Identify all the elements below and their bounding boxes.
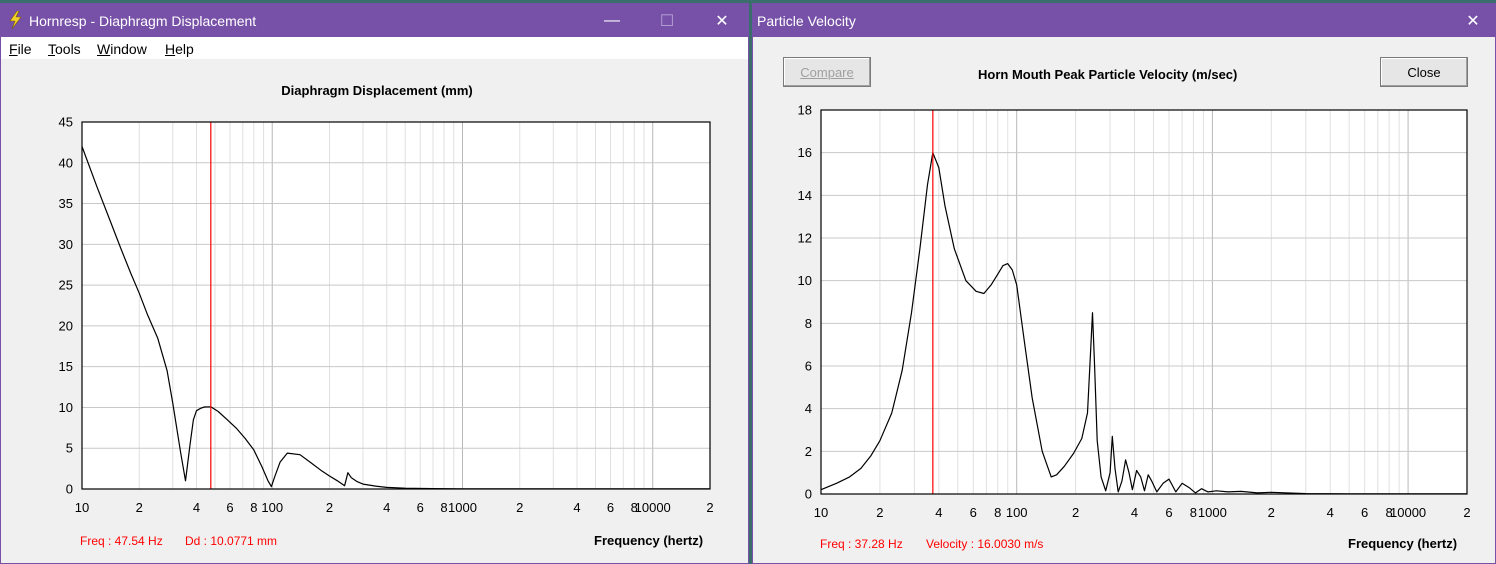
- menu-tools[interactable]: Tools: [48, 41, 81, 57]
- x-tick-label: 10000: [635, 500, 671, 515]
- plot-frame: [81, 121, 711, 490]
- compare-button: Compare: [783, 57, 871, 87]
- freq-readout: Freq : 37.28 Hz: [820, 537, 903, 551]
- y-tick-label: 14: [798, 188, 812, 203]
- y-tick-label: 5: [66, 441, 73, 456]
- menu-window[interactable]: Window: [97, 41, 147, 57]
- maximize-icon: ☐: [659, 12, 675, 30]
- x-tick-label: 2: [516, 500, 523, 515]
- x-tick-label: 8: [1386, 505, 1393, 520]
- close-dialog-button[interactable]: Close: [1380, 57, 1468, 87]
- menu-file[interactable]: File: [9, 41, 32, 57]
- close-icon: ✕: [715, 12, 729, 30]
- x-tick-label: 4: [193, 500, 200, 515]
- close-button[interactable]: ✕: [1450, 4, 1495, 37]
- freq-readout: Freq : 47.54 Hz: [80, 534, 163, 548]
- x-tick-label: 8: [631, 500, 638, 515]
- x-tick-label: 4: [573, 500, 580, 515]
- y-tick-label: 16: [798, 145, 812, 160]
- y-tick-label: 20: [59, 318, 73, 333]
- chart-title: Diaphragm Displacement (mm): [281, 83, 473, 98]
- y-tick-label: 30: [59, 237, 73, 252]
- plot-area: [82, 122, 710, 489]
- x-axis-label: Frequency (hertz): [594, 533, 704, 548]
- y-tick-label: 40: [59, 155, 73, 170]
- y-tick-label: 35: [59, 196, 73, 211]
- close-button[interactable]: ✕: [699, 4, 745, 37]
- y-tick-label: 2: [805, 444, 812, 459]
- y-tick-label: 12: [798, 231, 812, 246]
- value-readout: Dd : 10.0771 mm: [185, 534, 278, 548]
- x-tick-label: 4: [383, 500, 390, 515]
- diaphragm-displacement-window[interactable]: Hornresp - Diaphragm Displacement — ☐ ✕ …: [0, 3, 749, 564]
- x-tick-label: 2: [1463, 505, 1470, 520]
- x-tick-label: 6: [970, 505, 977, 520]
- y-tick-label: 10: [798, 273, 812, 288]
- menu-help[interactable]: Help: [165, 41, 194, 57]
- x-tick-label: 6: [226, 500, 233, 515]
- x-tick-label: 6: [1361, 505, 1368, 520]
- x-tick-label: 2: [706, 500, 713, 515]
- x-tick-label: 8: [1190, 505, 1197, 520]
- x-tick-label: 1000: [1198, 505, 1227, 520]
- x-tick-label: 1000: [448, 500, 477, 515]
- menu-bar: File Tools Window Help: [1, 37, 748, 59]
- chart-title: Horn Mouth Peak Particle Velocity (m/sec…: [978, 67, 1238, 82]
- x-tick-label: 2: [136, 500, 143, 515]
- x-tick-label: 100: [261, 500, 283, 515]
- x-tick-label: 100: [1006, 505, 1028, 520]
- minimize-icon: —: [604, 11, 620, 29]
- y-tick-label: 4: [805, 401, 812, 416]
- series-line: [81, 146, 710, 490]
- close-icon: ✕: [1466, 12, 1480, 30]
- x-tick-label: 6: [1165, 505, 1172, 520]
- x-tick-label: 8: [440, 500, 447, 515]
- y-tick-label: 25: [59, 278, 73, 293]
- y-tick-label: 10: [59, 400, 73, 415]
- title-bar[interactable]: Particle Velocity ✕: [753, 4, 1495, 37]
- window-title: Particle Velocity: [757, 13, 856, 29]
- window-title: Hornresp - Diaphragm Displacement: [29, 13, 257, 29]
- x-tick-label: 4: [1327, 505, 1334, 520]
- x-tick-label: 2: [1268, 505, 1275, 520]
- x-tick-label: 10000: [1390, 505, 1426, 520]
- y-tick-label: 6: [805, 359, 812, 374]
- minimize-button[interactable]: —: [589, 4, 635, 37]
- x-tick-label: 10: [75, 500, 89, 515]
- y-tick-label: 18: [798, 103, 812, 118]
- plot-area: [821, 110, 1467, 494]
- value-readout: Velocity : 16.0030 m/s: [926, 537, 1044, 551]
- x-tick-label: 2: [326, 500, 333, 515]
- x-tick-label: 4: [1131, 505, 1138, 520]
- lightning-icon: [9, 11, 22, 29]
- x-tick-label: 2: [876, 505, 883, 520]
- plot-frame: [820, 109, 1468, 495]
- x-tick-label: 6: [607, 500, 614, 515]
- x-tick-label: 8: [250, 500, 257, 515]
- series-line: [820, 152, 1467, 495]
- x-tick-label: 8: [994, 505, 1001, 520]
- y-tick-label: 0: [66, 482, 73, 497]
- y-tick-label: 8: [805, 316, 812, 331]
- x-tick-label: 4: [935, 505, 942, 520]
- x-tick-label: 6: [417, 500, 424, 515]
- x-tick-label: 10: [814, 505, 828, 520]
- x-tick-label: 2: [1072, 505, 1079, 520]
- y-tick-label: 45: [59, 115, 73, 130]
- x-axis-label: Frequency (hertz): [1348, 536, 1458, 551]
- title-bar[interactable]: Hornresp - Diaphragm Displacement — ☐ ✕: [1, 4, 748, 37]
- y-tick-label: 0: [805, 487, 812, 502]
- y-tick-label: 15: [59, 359, 73, 374]
- maximize-button: ☐: [644, 4, 690, 37]
- particle-velocity-window[interactable]: Particle Velocity ✕ Compare Close Horn M…: [752, 3, 1496, 564]
